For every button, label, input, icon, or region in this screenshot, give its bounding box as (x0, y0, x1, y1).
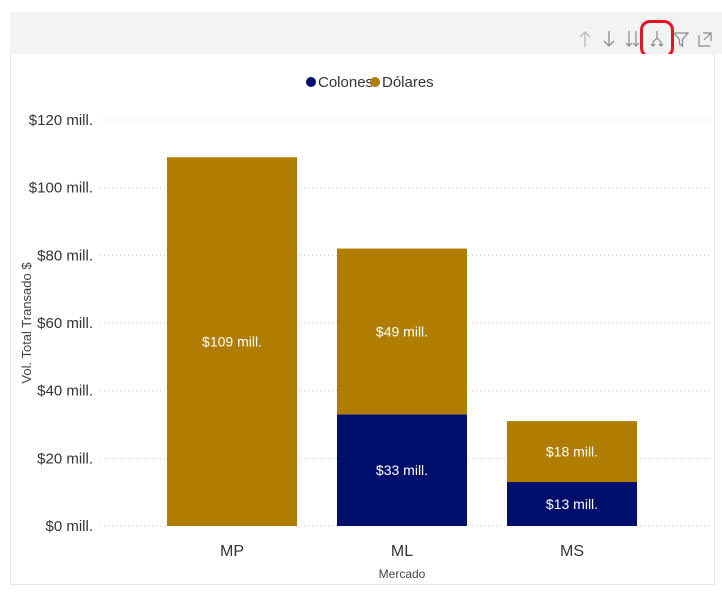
visual-header-icons (576, 20, 714, 58)
y-tick-label: $100 mill. (29, 180, 93, 197)
y-tick-label: $20 mill. (37, 450, 93, 467)
legend-dolares-label: Dólares (382, 74, 434, 91)
x-axis-title: Mercado (379, 567, 426, 581)
expand-hierarchy-icon[interactable] (640, 20, 674, 58)
filter-icon[interactable] (672, 28, 690, 50)
bar-ml-dolares[interactable] (337, 248, 467, 415)
top-strip (0, 0, 722, 54)
bar-mp-dolares[interactable] (167, 157, 297, 526)
visual-header-bar (10, 12, 722, 54)
legend-colones-label: Colones (318, 74, 373, 91)
x-axis-ticks: MP ML MS (220, 543, 584, 560)
data-label: $13 mill. (546, 496, 598, 512)
legend[interactable]: Colones Dólares (306, 74, 434, 91)
drill-up-icon[interactable] (576, 28, 594, 50)
drill-down-icon[interactable] (600, 28, 618, 50)
y-tick-label: $40 mill. (37, 383, 93, 400)
legend-dolares-marker (370, 77, 380, 87)
x-tick-label: MP (220, 543, 244, 560)
legend-colones-marker (306, 77, 316, 87)
data-label: $18 mill. (546, 444, 598, 460)
y-tick-label: $60 mill. (37, 315, 93, 332)
x-tick-label: MS (560, 543, 584, 560)
y-tick-label: $120 mill. (29, 112, 93, 129)
bar-ms-colones[interactable] (507, 482, 637, 526)
y-axis-title: Vol. Total Transado $ (19, 262, 34, 384)
data-label: $33 mill. (376, 462, 428, 478)
y-axis-ticks: $0 mill. $20 mill. $40 mill. $60 mill. $80 m… (29, 112, 93, 535)
y-tick-label: $80 mill. (37, 247, 93, 264)
bar-ml-colones[interactable] (337, 414, 467, 526)
x-tick-label: ML (391, 543, 413, 560)
data-label: $49 mill. (376, 323, 428, 339)
bars[interactable]: $109 mill. $33 mill. $49 mill. $13 mill. $18… (167, 157, 637, 526)
y-tick-label: $0 mill. (45, 518, 93, 535)
data-label: $109 mill. (202, 334, 262, 350)
expand-next-level-icon[interactable] (624, 28, 642, 50)
focus-mode-icon[interactable] (696, 28, 714, 50)
bar-ms-dolares[interactable] (507, 421, 637, 483)
